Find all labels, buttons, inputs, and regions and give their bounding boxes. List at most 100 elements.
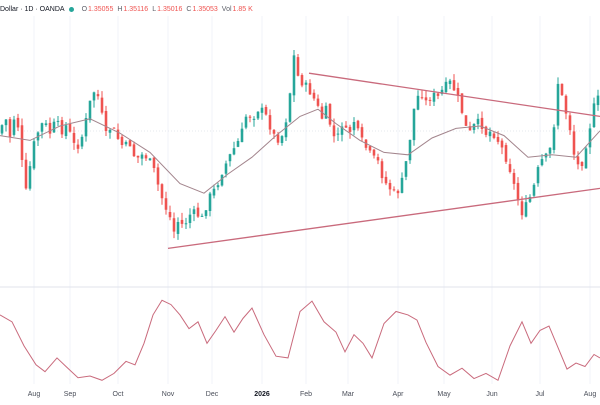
candle-body bbox=[48, 122, 52, 134]
candle-body bbox=[516, 182, 520, 201]
candle-body bbox=[64, 125, 68, 137]
candle-body bbox=[484, 126, 488, 135]
candle-body bbox=[384, 176, 388, 184]
candle-body bbox=[436, 93, 440, 96]
candle-body bbox=[288, 93, 292, 122]
candle-body bbox=[296, 57, 300, 76]
candle-body bbox=[100, 97, 104, 113]
candle-body bbox=[536, 167, 540, 184]
candle-body bbox=[40, 123, 44, 132]
candle-body bbox=[576, 156, 580, 165]
candle-body bbox=[208, 193, 212, 212]
axis-month-label: Apr bbox=[393, 391, 405, 398]
candle-body bbox=[340, 126, 344, 135]
candle-body bbox=[4, 119, 8, 126]
candle-body bbox=[488, 131, 492, 137]
candle-body bbox=[548, 147, 552, 154]
candlestick-series bbox=[0, 49, 600, 240]
candle-body bbox=[440, 89, 444, 94]
candle-body bbox=[140, 154, 144, 159]
candle-body bbox=[224, 163, 228, 174]
trendline bbox=[167, 187, 600, 250]
candle-body bbox=[572, 131, 576, 155]
candle-body bbox=[372, 149, 376, 156]
axis-year-label: 2026 bbox=[254, 391, 270, 398]
candle-body bbox=[520, 201, 524, 216]
candle-body bbox=[132, 144, 136, 157]
candle-body bbox=[172, 218, 176, 232]
candle-body bbox=[120, 136, 124, 145]
axis-month-label: Jul bbox=[536, 391, 545, 398]
symbol-name: Dollar · 1D · OANDA bbox=[0, 5, 65, 13]
candle-body bbox=[356, 120, 360, 129]
candle-body bbox=[588, 128, 592, 148]
candle-body bbox=[192, 209, 196, 215]
candle-body bbox=[460, 93, 464, 113]
candle-body bbox=[528, 196, 532, 202]
candle-body bbox=[280, 136, 284, 144]
candle-body bbox=[560, 83, 564, 96]
candle-body bbox=[336, 133, 340, 135]
candle-body bbox=[148, 158, 152, 161]
candle-body bbox=[76, 144, 80, 149]
axis-month-label: Mar bbox=[342, 391, 355, 398]
candle-body bbox=[256, 111, 260, 119]
candle-body bbox=[240, 128, 244, 143]
candle-body bbox=[580, 161, 584, 167]
candle-body bbox=[568, 115, 572, 131]
candle-body bbox=[444, 81, 448, 93]
candle-body bbox=[260, 107, 264, 113]
time-axis: Aug Sep Oct Nov Dec 2026 Feb Mar Apr May Jun Jul Aug bbox=[28, 391, 597, 398]
candle-body bbox=[432, 92, 436, 102]
candle-body bbox=[596, 95, 600, 106]
axis-month-label: Feb bbox=[300, 391, 312, 398]
candle-body bbox=[316, 98, 320, 106]
candle-body bbox=[60, 120, 64, 135]
candle-body bbox=[392, 189, 396, 191]
candle-body bbox=[184, 223, 188, 225]
high-label: H bbox=[117, 5, 123, 13]
candle-body bbox=[144, 155, 148, 159]
candle-body bbox=[468, 126, 472, 131]
candle-body bbox=[464, 115, 468, 126]
candle-body bbox=[424, 97, 428, 101]
candle-body bbox=[344, 125, 348, 128]
candle-body bbox=[408, 139, 412, 161]
candle-body bbox=[180, 219, 184, 224]
candle-body bbox=[176, 221, 180, 234]
candle-body bbox=[20, 125, 24, 160]
candle-body bbox=[412, 108, 416, 141]
oscillator-line bbox=[0, 299, 600, 382]
volume-value: 1.85 K bbox=[232, 5, 253, 13]
candle-body bbox=[456, 87, 460, 96]
candle-body bbox=[188, 214, 192, 224]
candle-body bbox=[304, 82, 308, 85]
candle-body bbox=[80, 136, 84, 147]
axis-month-label: Aug bbox=[28, 391, 41, 398]
candle-body bbox=[312, 92, 316, 99]
candle-body bbox=[228, 154, 232, 162]
candle-body bbox=[420, 97, 424, 99]
candle-body bbox=[88, 100, 92, 121]
symbol-legend: Dollar · 1D · OANDA O 1.35055 H 1.35116 … bbox=[0, 2, 253, 16]
close-label: C bbox=[186, 5, 192, 13]
candle-body bbox=[496, 136, 500, 142]
candle-body bbox=[512, 172, 516, 184]
candle-body bbox=[300, 75, 304, 86]
candle-body bbox=[72, 132, 76, 143]
candle-body bbox=[16, 117, 20, 128]
candle-body bbox=[352, 122, 356, 131]
candle-body bbox=[136, 155, 140, 158]
candle-body bbox=[44, 123, 48, 125]
trendline bbox=[308, 72, 600, 118]
candle-body bbox=[348, 126, 352, 132]
axis-month-label: Jun bbox=[486, 391, 497, 398]
candle-body bbox=[0, 125, 4, 134]
oscillator-series bbox=[0, 299, 600, 382]
candle-body bbox=[360, 127, 364, 138]
candle-body bbox=[252, 118, 256, 120]
candle-body bbox=[212, 188, 216, 196]
candle-body bbox=[68, 123, 72, 132]
